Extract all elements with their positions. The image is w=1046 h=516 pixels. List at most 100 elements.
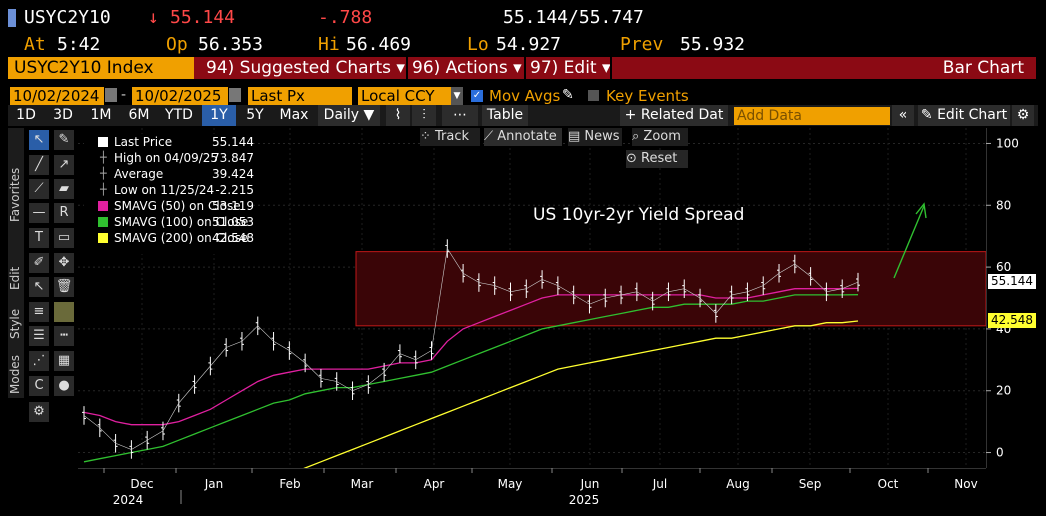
color-swatch-icon[interactable] <box>54 302 74 322</box>
period-ytd[interactable]: YTD <box>165 107 193 123</box>
dotted-line-icon[interactable]: ⋰ <box>29 351 49 371</box>
bar-chart-icon[interactable]: ⫶ <box>412 105 436 126</box>
zoom-button[interactable]: ⌕ Zoom <box>632 128 688 146</box>
favorites-tab[interactable]: Favorites <box>8 167 22 223</box>
price-field-select[interactable]: Last Px <box>248 87 352 105</box>
track-button[interactable]: ⁘ Track <box>420 128 480 146</box>
period-max[interactable]: Max <box>279 107 309 123</box>
series-line-sma200[interactable] <box>274 320 859 468</box>
move-icon[interactable]: ✥ <box>54 253 74 273</box>
series-line-sma100[interactable] <box>83 294 859 463</box>
frequency-select[interactable]: Daily ▼ <box>318 105 380 126</box>
end-date-field[interactable]: 10/02/2025 <box>132 87 228 105</box>
dash-style-icon[interactable]: ┅ <box>54 326 74 346</box>
period-3d[interactable]: 3D <box>53 107 73 123</box>
edit-chart-button[interactable]: ✎ Edit Chart <box>918 105 1010 126</box>
line-chart-icon[interactable]: ⌇ <box>386 105 410 126</box>
ticker-symbol[interactable]: USYC2Y10 <box>24 7 111 28</box>
hline-tool-icon[interactable]: — <box>29 203 49 223</box>
legend-row[interactable]: SMAVG (50) on Close 53.119 <box>84 198 254 214</box>
x-month-label: Apr <box>424 477 445 491</box>
line-tool-icon[interactable]: ╱ <box>29 155 49 175</box>
brush-icon[interactable]: ✐ <box>29 253 49 273</box>
style-tab[interactable]: Style <box>8 308 22 340</box>
legend-row[interactable]: SMAVG (100) on Close 51.053 <box>84 214 254 230</box>
trash-icon[interactable]: 🗑 <box>54 277 74 297</box>
open-value: 56.353 <box>198 34 264 55</box>
line-width-icon[interactable]: ≡ <box>29 302 49 322</box>
legend-row[interactable]: ┼ Average 39.424 <box>84 166 254 182</box>
ray-tool-icon[interactable]: ↗ <box>54 155 74 175</box>
legend-row[interactable]: Last Price 55.144 <box>84 134 254 150</box>
period-5y[interactable]: 5Y <box>246 107 264 123</box>
price-tags: 55.144 42.548 <box>986 128 1046 468</box>
start-date-field[interactable]: 10/02/2024 <box>10 87 104 105</box>
legend-value: 42.548 <box>212 231 254 245</box>
at-value: 5:42 <box>57 34 101 55</box>
line-style-icon[interactable]: ☰ <box>29 326 49 346</box>
price-line[interactable] <box>83 247 859 450</box>
period-1d[interactable]: 1D <box>16 107 36 123</box>
period-1m[interactable]: 1M <box>90 107 112 123</box>
x-year-label: 2024 <box>113 493 144 507</box>
channel-tool-icon[interactable]: ▰ <box>54 179 74 199</box>
price-chart[interactable]: US 10yr-2yr Yield Spread <box>78 128 986 468</box>
chart-title: US 10yr-2yr Yield Spread <box>533 205 744 225</box>
chart-options-icon[interactable]: ⋯ <box>442 105 478 126</box>
palette-icon[interactable]: ● <box>54 376 74 396</box>
legend-value: 53.119 <box>212 199 254 213</box>
mode-c-icon[interactable]: C <box>29 376 49 396</box>
legend-row[interactable]: SMAVG (200) on Close 42.548 <box>84 230 254 246</box>
legend-row[interactable]: ┼ Low on 11/25/24 -2.215 <box>84 182 254 198</box>
modes-tab[interactable]: Modes <box>8 355 22 395</box>
period-6m[interactable]: 6M <box>128 107 150 123</box>
suggested-charts-menu[interactable]: 94) Suggested Charts ▾ <box>206 58 405 78</box>
related-data-button[interactable]: + Related Dat <box>620 105 728 126</box>
period-1y[interactable]: 1Y <box>202 105 236 126</box>
x-month-label: Jun <box>580 477 600 491</box>
annotate-button[interactable]: ⟋ Annotate <box>484 128 562 146</box>
price-change: -.788 <box>318 7 373 28</box>
legend-marker-icon: ┼ <box>100 167 107 180</box>
trend-tool-icon[interactable]: ⟋ <box>29 179 49 199</box>
legend-name: SMAVG (100) on Close <box>114 215 249 229</box>
currency-dropdown-icon[interactable]: ▼ <box>451 87 463 105</box>
key-events-checkbox[interactable] <box>588 90 599 101</box>
actions-menu[interactable]: 96) Actions ▾ <box>406 57 528 79</box>
gear-icon[interactable]: ⚙ <box>1012 105 1034 126</box>
reset-button[interactable]: ⊙ Reset <box>626 150 688 168</box>
currency-select[interactable]: Local CCY <box>358 87 452 105</box>
table-button[interactable]: Table <box>482 105 528 126</box>
news-button[interactable]: ▤ News <box>568 128 622 146</box>
y-tick-label: 60 <box>996 260 1011 274</box>
add-data-input[interactable]: Add Data <box>734 107 890 125</box>
prev-label: Prev <box>620 34 664 55</box>
trend-arrow-annotation[interactable] <box>893 205 925 279</box>
edit-tab[interactable]: Edit <box>8 266 22 290</box>
trading-range-band[interactable] <box>355 251 986 327</box>
key-events-label[interactable]: Key Events <box>606 87 689 105</box>
settings-gear-icon[interactable]: ⚙ <box>29 402 49 422</box>
mov-avgs-label[interactable]: Mov Avgs <box>489 87 561 105</box>
chart-type-label[interactable]: Bar Chart <box>610 57 1036 79</box>
legend-name: High on 04/09/25 <box>114 151 219 165</box>
pattern-icon[interactable]: ▦ <box>54 351 74 371</box>
pen-icon[interactable]: ✎ <box>54 130 74 150</box>
rectangle-tool-icon[interactable]: ▭ <box>54 228 74 248</box>
edit-menu[interactable]: 97) Edit ▾ <box>524 57 614 79</box>
security-header: USYC2Y10 ↓ 55.144 -.788 55.144/55.747 <box>0 0 1046 36</box>
retracement-tool-icon[interactable]: R <box>54 203 74 223</box>
text-tool-icon[interactable]: T <box>29 228 49 248</box>
calendar-icon[interactable] <box>105 88 117 102</box>
mov-avgs-checkbox[interactable]: ✓ <box>471 90 483 102</box>
security-index-field[interactable]: USYC2Y10 Index <box>8 57 194 79</box>
legend-name: Average <box>114 167 164 181</box>
collapse-icon[interactable]: « <box>892 105 914 126</box>
last-price: 55.144 <box>170 7 236 28</box>
legend-row[interactable]: ┼ High on 04/09/25 73.847 <box>84 150 254 166</box>
pencil-icon[interactable]: ✎ <box>562 87 574 103</box>
select-arrow-icon[interactable]: ↖ <box>29 277 49 297</box>
cursor-icon[interactable]: ↖ <box>29 130 49 150</box>
chart-legend: Last Price 55.144 ┼ High on 04/09/25 73.847 ┼… <box>84 134 254 254</box>
calendar-icon[interactable] <box>229 88 241 102</box>
